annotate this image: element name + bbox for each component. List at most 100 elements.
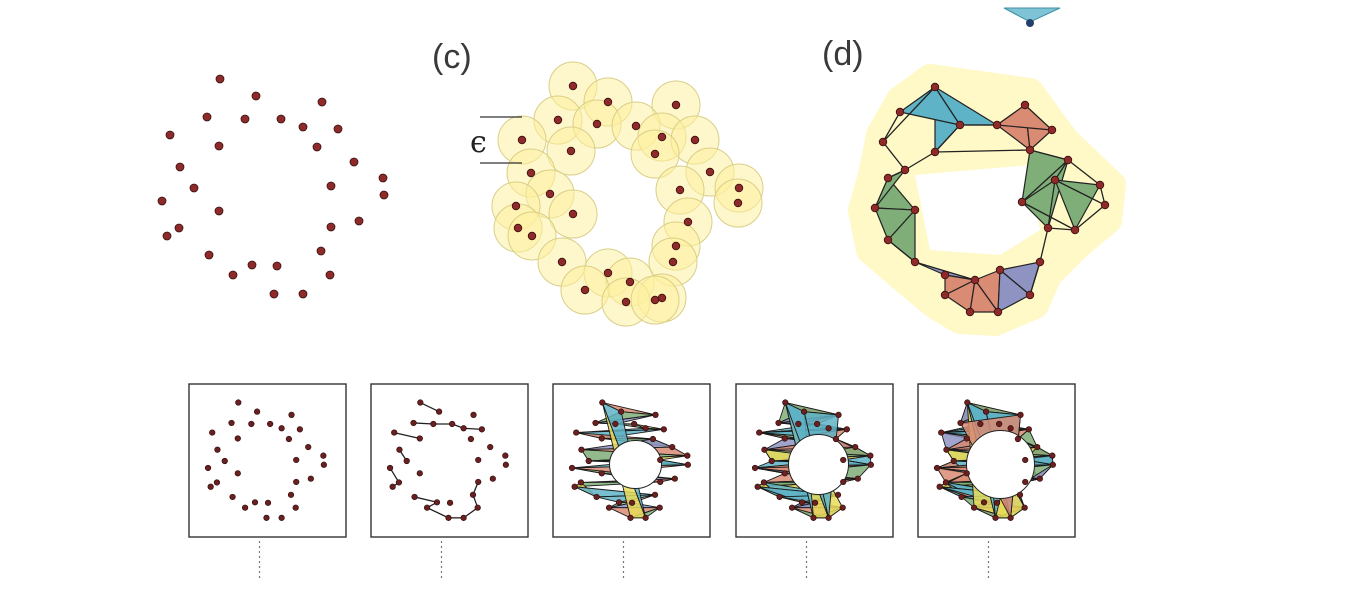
filtration-point — [1022, 456, 1029, 464]
ball-center-point — [690, 135, 700, 145]
filtration-point — [386, 464, 394, 472]
ball-center-point — [657, 132, 667, 142]
filtration-point — [389, 483, 396, 490]
filtration-hole — [966, 430, 1035, 499]
filtration-point — [810, 514, 817, 521]
complex-edge — [882, 86, 936, 143]
epsilon-symbol: ϵ — [470, 125, 487, 160]
complex-edge — [1074, 204, 1106, 231]
complex-vertex — [1020, 100, 1030, 110]
complex-edge — [934, 149, 1031, 153]
epsilon-balls — [491, 61, 764, 327]
filtration-point — [657, 478, 664, 486]
ball-center-point — [517, 135, 527, 145]
filtration-point — [395, 479, 403, 486]
filtration-point — [228, 419, 235, 427]
filtration-point — [1014, 435, 1022, 443]
filtration-point — [835, 411, 842, 418]
data-point — [269, 289, 279, 299]
complex-vertex — [1047, 125, 1057, 135]
complex-vertex — [1095, 180, 1105, 190]
filtration-point — [577, 479, 585, 486]
data-point — [326, 222, 336, 232]
filtration-point — [446, 499, 454, 506]
filtration-point — [489, 475, 496, 482]
complex-vertex — [910, 205, 920, 215]
data-point — [298, 122, 308, 132]
filtration-point — [474, 504, 481, 511]
filtration-point — [278, 514, 285, 521]
filtration-edge — [413, 422, 434, 425]
complex-edge — [882, 141, 906, 171]
filtration-point — [423, 504, 431, 511]
epsilon-ball-centers — [511, 81, 744, 307]
data-point — [247, 260, 257, 270]
filtration-point — [585, 457, 592, 465]
filtration-point — [430, 420, 437, 428]
complex-vertex — [870, 203, 880, 213]
panel-label-c: (c) — [432, 38, 472, 76]
ball-center-point — [566, 146, 576, 156]
filtration-point — [798, 499, 806, 506]
filtration-frame — [370, 383, 529, 538]
filtration-point — [756, 429, 763, 436]
data-point — [162, 231, 172, 241]
filtration-point — [788, 504, 796, 511]
filtration-point — [411, 493, 418, 501]
filtration-point — [391, 429, 398, 436]
filtration-point — [642, 425, 649, 432]
filtration-point — [278, 425, 285, 432]
filtration-point — [592, 419, 599, 427]
data-point — [157, 196, 167, 206]
filtration-point — [470, 411, 477, 418]
filtration-point — [776, 493, 783, 501]
filtration-point — [207, 483, 214, 490]
filtration-point — [839, 504, 846, 511]
complex-vertex — [900, 165, 910, 175]
filtration-point — [204, 464, 212, 472]
complex-vertex — [930, 82, 940, 92]
data-point — [276, 114, 286, 124]
ball-center-point — [733, 198, 743, 208]
complex-vertex — [1017, 197, 1027, 207]
filtration-point — [768, 457, 775, 465]
filtration-point — [1025, 426, 1032, 433]
complex-vertex — [883, 235, 893, 245]
filtration-point — [943, 446, 950, 453]
filtration-point — [660, 426, 667, 433]
data-point — [214, 141, 224, 151]
ball-center-point — [553, 115, 563, 125]
ball-center-point — [568, 209, 578, 219]
filtration-hole — [788, 434, 849, 495]
filtration-point — [964, 399, 971, 406]
filtration-point — [761, 446, 768, 453]
data-point — [240, 114, 250, 124]
filtration-step-2 — [370, 383, 529, 581]
filtration-point — [811, 499, 819, 506]
filtration-step-5 — [917, 383, 1076, 581]
data-point — [316, 246, 326, 256]
filtration-point — [568, 464, 576, 472]
filtration-edge — [414, 496, 438, 503]
filtration-edge — [394, 431, 420, 440]
epsilon-marker: ϵ — [470, 116, 522, 164]
ball-center-point — [527, 231, 537, 241]
complex-vertex — [995, 265, 1005, 275]
filtration-point — [628, 499, 636, 506]
complex-vertex — [910, 257, 920, 267]
filtration-point — [775, 419, 782, 427]
complex-edge — [1054, 179, 1106, 206]
complex-edge — [882, 111, 901, 143]
filtration-point — [213, 479, 221, 486]
filtration-point — [449, 420, 456, 428]
filtration-point — [287, 491, 295, 498]
filtration-point — [416, 435, 423, 442]
filtration-point — [396, 446, 403, 453]
filtration-point — [235, 399, 242, 406]
partial-simplex-top — [1003, 7, 1061, 27]
filtration-point — [657, 456, 664, 464]
complex-vertex — [1043, 223, 1053, 233]
filtration-point — [605, 504, 613, 511]
filtration-point — [970, 504, 978, 511]
complex-edge — [1021, 201, 1076, 231]
